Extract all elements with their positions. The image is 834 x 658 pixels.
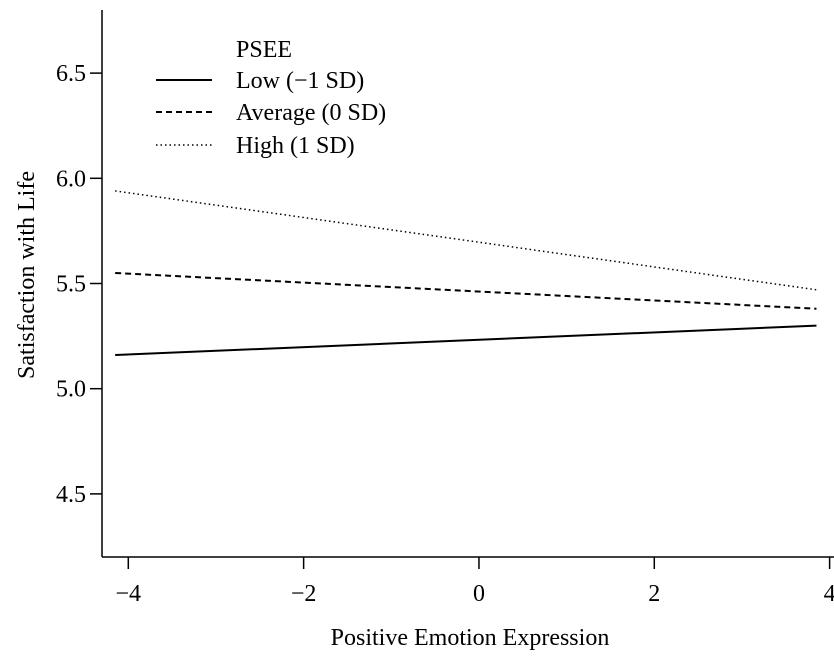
- series-lines: [115, 190, 817, 357]
- x-axis-label: Positive Emotion Expression: [331, 625, 610, 651]
- ticks: −4 −2 0 2 4 4.5 5.0 5.5 6.0 6.5: [56, 61, 834, 607]
- y-tick-label: 6.0: [56, 166, 86, 192]
- legend: PSEE Low (−1 SD) Average (0 SD) High (1 SD): [156, 37, 386, 159]
- y-tick-label: 6.5: [56, 61, 86, 87]
- x-tick-label: −2: [291, 581, 317, 607]
- series-line-solid: [115, 324, 817, 357]
- x-tick-label: −4: [116, 581, 142, 607]
- y-tick-label: 5.5: [56, 272, 86, 298]
- legend-entry: Average (0 SD): [236, 100, 386, 126]
- y-tick-label: 4.5: [56, 482, 86, 508]
- x-tick-label: 0: [473, 581, 485, 607]
- series-line-dotted: [115, 190, 817, 291]
- y-tick-label: 5.0: [56, 377, 86, 403]
- y-axis-label: Satisfaction with Life: [14, 171, 40, 379]
- axes: [101, 10, 834, 558]
- series-line-dashed: [115, 271, 817, 310]
- legend-entry: Low (−1 SD): [236, 68, 364, 94]
- x-tick-label: 2: [648, 581, 660, 607]
- legend-entry: High (1 SD): [236, 133, 355, 159]
- legend-title: PSEE: [236, 37, 292, 63]
- x-tick-label: 4: [824, 581, 834, 607]
